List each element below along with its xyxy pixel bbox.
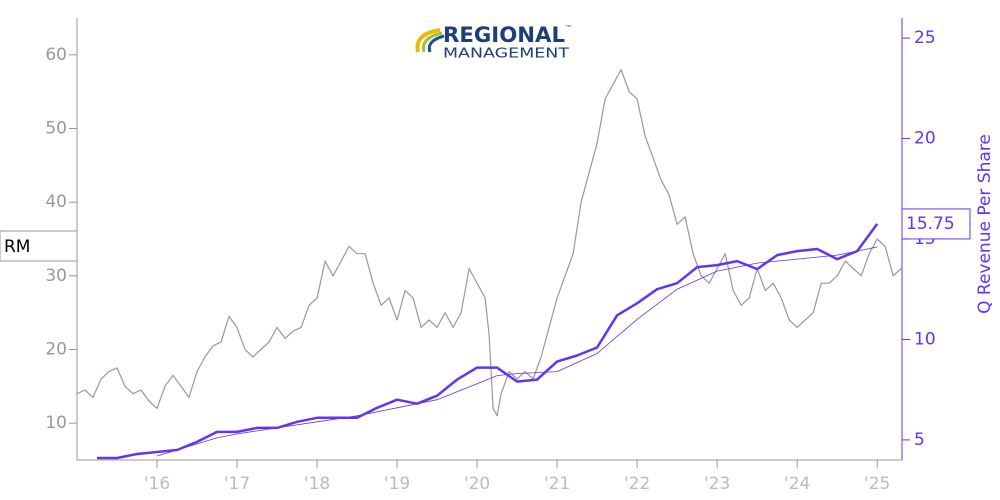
x-tick-label: '18	[304, 474, 330, 494]
y2-tick-label: 25	[914, 28, 936, 48]
y2-tick-label: 20	[914, 129, 936, 149]
x-tick-label: '23	[704, 474, 730, 494]
y2-tick-label: 5	[914, 430, 925, 450]
logo-swoosh	[421, 31, 443, 53]
x-tick-label: '16	[144, 474, 170, 494]
x-tick-label: '24	[784, 474, 810, 494]
x-tick-label: '25	[864, 474, 890, 494]
last-value-box	[901, 208, 971, 240]
logo-swoosh	[415, 28, 441, 53]
x-tick-label: '19	[384, 474, 410, 494]
logo: REGIONAL ™ MANAGEMENT	[415, 23, 572, 62]
y2-tick-label: 10	[914, 329, 936, 349]
x-tick-label: '21	[544, 474, 570, 494]
x-tick-label: '20	[464, 474, 490, 494]
logo-text: REGIONAL	[443, 23, 565, 47]
y-tick-label: 60	[45, 45, 67, 65]
series-line	[156, 246, 878, 457]
last-value-label: 15.75	[906, 214, 955, 234]
y-tick-label: 50	[45, 119, 67, 139]
series-line	[97, 223, 879, 460]
y-tick-label: 20	[45, 340, 67, 360]
series-line	[76, 69, 902, 417]
y-tick-label: 30	[45, 266, 67, 286]
logo-swoosh	[427, 34, 445, 53]
logo-text: MANAGEMENT	[443, 47, 569, 62]
logo-mark: ™	[565, 24, 572, 32]
y-tick-label: 10	[45, 413, 67, 433]
y-tick-label: 40	[45, 192, 67, 212]
ticker-label: RM	[4, 237, 30, 257]
x-tick-label: '17	[224, 474, 250, 494]
y2-axis-label: Q Revenue Per Share	[975, 134, 995, 314]
x-tick-label: '22	[624, 474, 650, 494]
